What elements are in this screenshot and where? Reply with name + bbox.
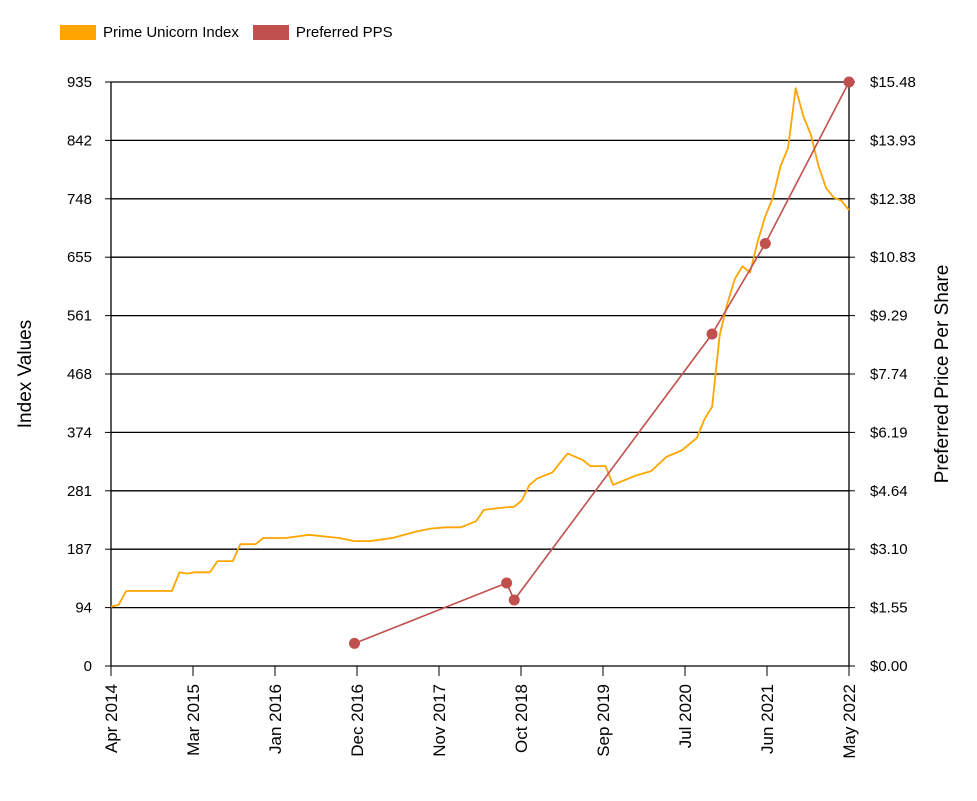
y-tick-labels: 0 94 187 281 374 468 561 655 748 842 935 xyxy=(67,74,92,675)
data-point-pps[interactable] xyxy=(759,237,771,249)
y2-tick-labels: $0.00 $1.55 $3.10 $4.64 $6.19 $7.74 $9.29 $10.8… xyxy=(870,74,916,675)
y2-tick-label: $4.64 xyxy=(870,483,908,500)
x-tick-label: Apr 2014 xyxy=(102,684,121,753)
y-tick-label: 0 xyxy=(84,658,92,675)
x-tick-label: Sep 2019 xyxy=(594,684,613,757)
y2-tick-label: $7.74 xyxy=(870,366,908,383)
y-tick-label: 655 xyxy=(67,249,92,266)
data-point-pps[interactable] xyxy=(508,594,520,606)
x-tick-label: Mar 2015 xyxy=(184,684,203,756)
y2-tick-label: $10.83 xyxy=(870,249,916,266)
axes xyxy=(105,81,855,676)
x-tick-label: Jun 2021 xyxy=(758,684,777,754)
legend-swatch-pps xyxy=(252,25,289,40)
data-point-pps[interactable] xyxy=(348,637,360,649)
y-tick-label: 374 xyxy=(67,424,92,441)
y-tick-label: 187 xyxy=(67,541,92,558)
legend-label-pps: Preferred PPS xyxy=(295,24,393,41)
legend-swatch-index xyxy=(60,25,96,40)
x-tick-label: Jul 2020 xyxy=(676,684,695,748)
y2-axis-title: Preferred Price Per Share xyxy=(932,265,953,484)
y2-tick-label: $12.38 xyxy=(870,191,916,208)
data-point-pps[interactable] xyxy=(501,577,513,589)
y2-tick-label: $1.55 xyxy=(870,600,908,617)
y2-tick-label: $9.29 xyxy=(870,308,908,325)
y-tick-label: 468 xyxy=(67,366,92,383)
y-tick-label: 748 xyxy=(67,191,92,208)
y2-tick-label: $0.00 xyxy=(870,658,908,675)
x-tick-label: Nov 2017 xyxy=(430,684,449,757)
legend-item-pps[interactable]: Preferred PPS xyxy=(252,24,393,41)
x-tick-label: Jan 2016 xyxy=(266,684,285,754)
series-line-index xyxy=(110,87,850,608)
series-group xyxy=(110,76,855,649)
series-line-pps xyxy=(354,81,850,645)
legend-label-index: Prime Unicorn Index xyxy=(103,24,239,41)
y-tick-label: 561 xyxy=(67,308,92,325)
y-tick-label: 94 xyxy=(75,600,92,617)
y-axis-title: Index Values xyxy=(15,320,36,428)
x-tick-label: Dec 2016 xyxy=(348,684,367,757)
y2-tick-label: $3.10 xyxy=(870,541,908,558)
y2-tick-label: $13.93 xyxy=(870,132,916,149)
y2-tick-label: $6.19 xyxy=(870,424,908,441)
y-tick-label: 281 xyxy=(67,483,92,500)
x-tick-label: May 2022 xyxy=(840,684,859,759)
data-point-pps[interactable] xyxy=(843,76,855,88)
data-point-pps[interactable] xyxy=(706,328,718,340)
legend: Prime Unicorn Index Preferred PPS xyxy=(60,24,393,41)
legend-item-index[interactable]: Prime Unicorn Index xyxy=(60,24,239,41)
x-tick-label: Oct 2018 xyxy=(512,684,531,753)
grid xyxy=(111,81,849,667)
x-tick-labels: Apr 2014 Mar 2015 Jan 2016 Dec 2016 Nov 2017… xyxy=(102,684,859,759)
y2-tick-label: $15.48 xyxy=(870,74,916,91)
y-tick-label: 935 xyxy=(67,74,92,91)
y-tick-label: 842 xyxy=(67,132,92,149)
